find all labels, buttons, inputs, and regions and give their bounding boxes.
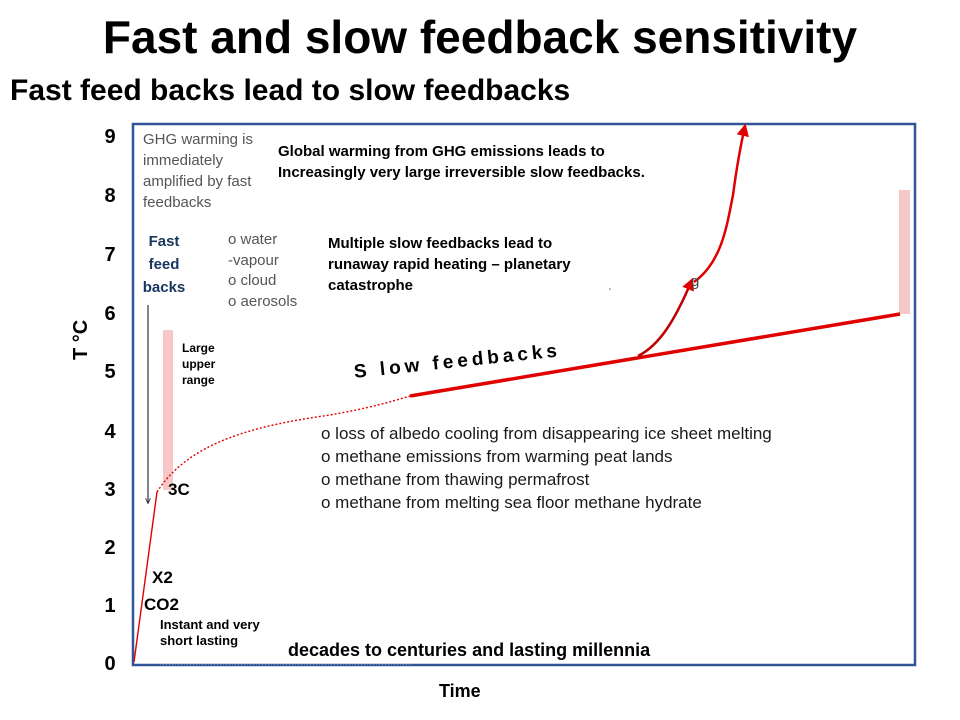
transition-curve	[156, 395, 411, 493]
runaway-branch-1	[637, 277, 694, 358]
y-tick-2: 2	[104, 537, 116, 559]
multiple-slow-note: Multiple slow feedbacks lead to runaway …	[328, 235, 571, 294]
fast-item-aerosols: o aerosols	[228, 293, 298, 310]
slow-item-hydrate: o methane from melting sea floor methane…	[321, 493, 702, 512]
three-c-label: 3C	[168, 480, 190, 499]
ghg-note: GHG warming is immediately amplified by …	[143, 131, 254, 211]
y-tick-4: 4	[104, 421, 116, 443]
y-tick-9: 9	[104, 126, 116, 148]
y-axis-label: T °C	[70, 319, 92, 360]
fast-item-water: o water	[228, 231, 278, 248]
y-tick-1: 1	[104, 595, 116, 617]
instant-rise-line	[133, 491, 158, 663]
y-tick-8: 8	[104, 185, 116, 207]
page-title: Fast and slow feedback sensitivity	[102, 11, 858, 63]
x-axis-label: Time	[439, 681, 481, 701]
slow-item-albedo: o loss of albedo cooling from disappeari…	[321, 424, 772, 443]
chart-frame	[131, 122, 917, 667]
y-tick-7: 7	[104, 244, 116, 266]
fast-item-cloud: o cloud	[228, 272, 277, 289]
co2-label: CO2	[144, 595, 179, 614]
large-upper-range-label: Large upper range	[182, 341, 216, 387]
fast-item-vapour: -vapour	[228, 252, 279, 269]
y-tick-3: 3	[104, 479, 116, 501]
small-dot	[609, 288, 611, 290]
x2-label: X2	[152, 568, 173, 587]
large-upper-range-bar	[163, 330, 173, 490]
g-mark: g	[691, 273, 700, 290]
fast-feedbacks-label: Fast feed backs	[142, 233, 186, 296]
y-tick-0: 0	[104, 653, 116, 675]
y-tick-5: 5	[104, 361, 116, 383]
runaway-branch-2	[693, 123, 749, 284]
slow-item-permafrost: o methane from thawing permafrost	[321, 470, 590, 489]
y-tick-6: 6	[104, 303, 116, 325]
instant-label: Instant and very short lasting	[160, 617, 260, 648]
slow-feedback-line	[409, 312, 901, 398]
global-warming-note: Global warming from GHG emissions leads …	[278, 143, 645, 181]
right-range-bar	[899, 190, 910, 314]
page-subtitle: Fast feed backs lead to slow feedbacks	[10, 74, 571, 107]
slow-item-peat: o methane emissions from warming peat la…	[321, 447, 673, 466]
decades-label: decades to centuries and lasting millenn…	[288, 640, 651, 660]
